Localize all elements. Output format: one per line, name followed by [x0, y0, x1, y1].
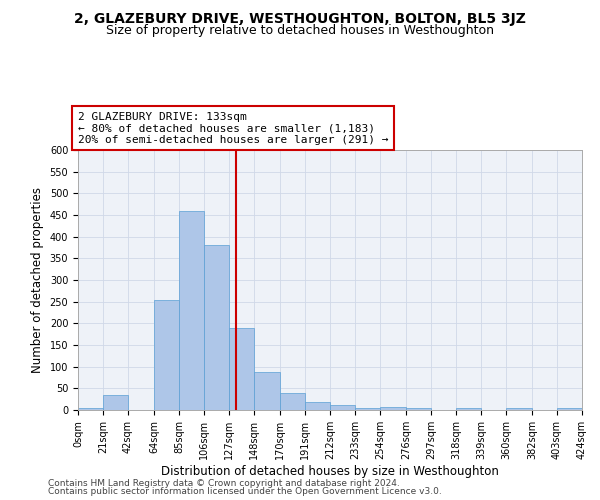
Text: Contains public sector information licensed under the Open Government Licence v3: Contains public sector information licen… [48, 487, 442, 496]
Bar [154, 300, 179, 410]
Bar [305, 402, 330, 410]
Bar [506, 408, 532, 410]
Bar [557, 408, 582, 410]
Bar [204, 245, 229, 410]
Text: Size of property relative to detached houses in Westhoughton: Size of property relative to detached ho… [106, 24, 494, 37]
Bar [179, 210, 204, 410]
Bar [355, 408, 380, 410]
Bar [280, 392, 305, 410]
Text: Contains HM Land Registry data © Crown copyright and database right 2024.: Contains HM Land Registry data © Crown c… [48, 478, 400, 488]
Bar [254, 372, 280, 410]
Bar [456, 408, 481, 410]
Bar [380, 408, 406, 410]
X-axis label: Distribution of detached houses by size in Westhoughton: Distribution of detached houses by size … [161, 464, 499, 477]
Bar [103, 395, 128, 410]
Y-axis label: Number of detached properties: Number of detached properties [31, 187, 44, 373]
Bar [330, 405, 355, 410]
Bar [406, 408, 431, 410]
Bar [229, 328, 254, 410]
Text: 2 GLAZEBURY DRIVE: 133sqm
← 80% of detached houses are smaller (1,183)
20% of se: 2 GLAZEBURY DRIVE: 133sqm ← 80% of detac… [78, 112, 389, 145]
Bar [78, 408, 103, 410]
Text: 2, GLAZEBURY DRIVE, WESTHOUGHTON, BOLTON, BL5 3JZ: 2, GLAZEBURY DRIVE, WESTHOUGHTON, BOLTON… [74, 12, 526, 26]
